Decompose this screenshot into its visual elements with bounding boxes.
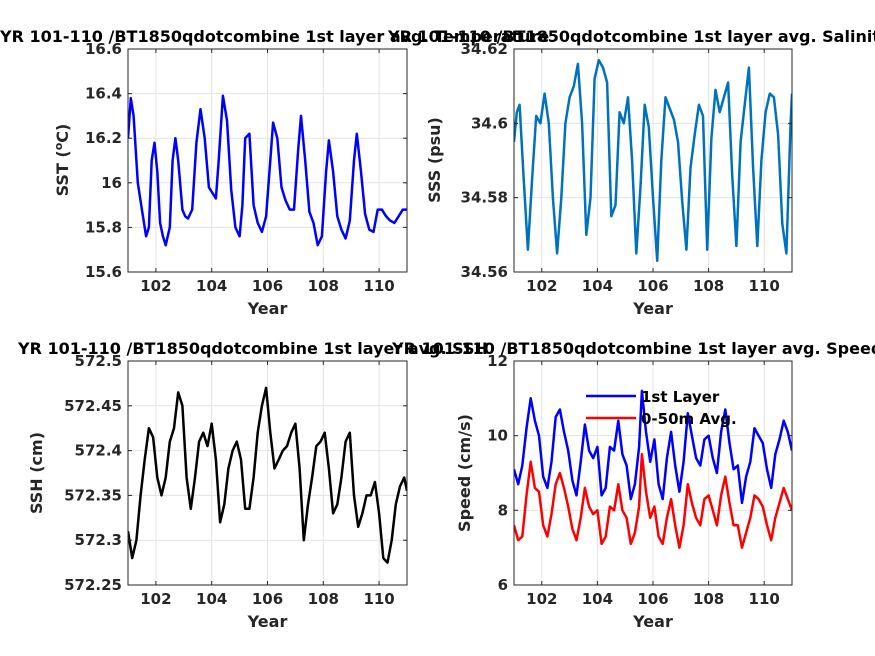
series-line-1 — [514, 453, 792, 549]
series-line-0 — [128, 386, 407, 564]
series-line-0 — [514, 58, 792, 263]
y-tick-label: 572.45 — [64, 397, 122, 415]
y-tick-label: 34.6 — [471, 114, 508, 132]
x-tick-label: 110 — [749, 590, 780, 608]
x-tick-label: 108 — [308, 277, 339, 295]
y-tick-label: 16 — [101, 174, 122, 192]
chart-title: YR 101-110 /BT1850qdotcombine 1st layer … — [17, 339, 488, 358]
y-tick-label: 16.6 — [85, 40, 122, 58]
x-tick-label: 108 — [308, 590, 339, 608]
y-tick-label: 16.2 — [85, 129, 122, 147]
panel-ssh: 102 104 106 108 110 572.25 572.3 572.35 572.4 572… — [17, 339, 488, 631]
x-tick-label: 106 — [637, 277, 668, 295]
x-tick-label: 104 — [196, 277, 227, 295]
y-tick-label: 16.4 — [85, 85, 122, 103]
chart-title: YR 101-110 /BT1850qdotcombine 1st layer … — [387, 27, 875, 46]
x-tick-label: 106 — [252, 590, 283, 608]
y-tick-label: 572.5 — [75, 352, 122, 370]
x-axis-label: Year — [632, 612, 673, 631]
y-tick-label: 572.25 — [64, 576, 122, 594]
y-tick-label: 572.3 — [75, 531, 122, 549]
x-tick-label: 110 — [363, 277, 394, 295]
y-tick-label: 10 — [487, 427, 508, 445]
y-axis-label: Speed (cm/s) — [455, 414, 474, 532]
legend-label: 1st Layer — [641, 388, 720, 406]
x-tick-label: 108 — [693, 277, 724, 295]
x-tick-label: 110 — [749, 277, 780, 295]
y-tick-label: 572.35 — [64, 486, 122, 504]
x-tick-label: 104 — [196, 590, 227, 608]
x-tick-label: 104 — [582, 590, 613, 608]
series-line-0 — [128, 94, 407, 247]
y-tick-label: 15.6 — [85, 263, 122, 281]
y-axis-label: SSH (cm) — [27, 432, 46, 514]
x-tick-label: 102 — [526, 277, 557, 295]
x-tick-label: 102 — [140, 590, 171, 608]
y-tick-label: 12 — [487, 352, 508, 370]
series-line-0 — [514, 389, 792, 505]
panel-speed: 102 104 106 108 110 6 8 10 12 Year Speed (cm/s) 1st… — [391, 339, 875, 631]
x-tick-label: 106 — [252, 277, 283, 295]
x-axis-label: Year — [632, 299, 673, 318]
panel-sss: 102 104 106 108 110 34.56 34.58 34.6 34.62 Year SS… — [387, 27, 875, 318]
y-axis-label: SST (oC) — [52, 124, 73, 197]
y-tick-label: 8 — [498, 501, 508, 519]
x-tick-label: 106 — [637, 590, 668, 608]
x-tick-label: 108 — [693, 590, 724, 608]
chart-title: YR 101-110 /BT1850qdotcombine 1st layer … — [0, 27, 549, 46]
x-axis-label: Year — [247, 299, 288, 318]
y-tick-label: 34.62 — [461, 40, 508, 58]
y-tick-label: 15.8 — [85, 218, 122, 236]
y-axis-label: SSS (psu) — [425, 117, 444, 203]
y-tick-label: 6 — [498, 576, 508, 594]
x-tick-label: 104 — [582, 277, 613, 295]
x-tick-label: 110 — [363, 590, 394, 608]
x-tick-label: 102 — [526, 590, 557, 608]
panel-sst: 102 104 106 108 110 15.6 15.8 16 16.2 16.4 16.6 Yea… — [0, 27, 549, 318]
x-tick-label: 102 — [140, 277, 171, 295]
y-tick-label: 34.58 — [461, 189, 508, 207]
y-tick-label: 572.4 — [75, 442, 122, 460]
legend-label: 0-50m Avg. — [641, 410, 737, 428]
y-tick-label: 34.56 — [461, 263, 508, 281]
x-axis-label: Year — [247, 612, 288, 631]
chart-title: YR 101-110 /BT1850qdotcombine 1st layer … — [391, 339, 875, 358]
